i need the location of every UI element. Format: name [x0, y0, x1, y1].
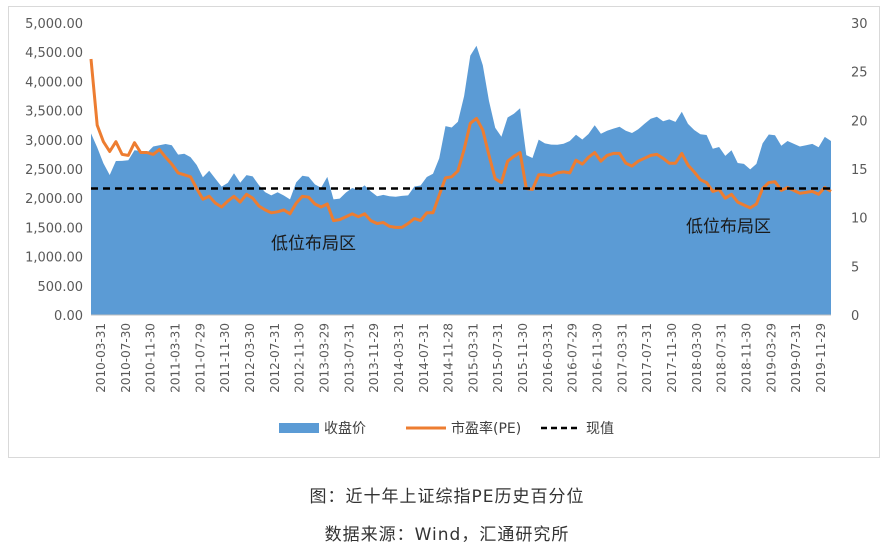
- x-tick-label: 2019-07-31: [789, 323, 803, 393]
- right-tick-label: 25: [851, 66, 868, 81]
- x-tick-label: 2014-03-31: [392, 323, 406, 393]
- chart-frame: 0.00 500.00 1,000.00 1,500.00 2,000.00 2,500.…: [8, 6, 880, 458]
- legend-label-pe: 市盈率(PE): [451, 420, 521, 437]
- x-tick-label: 2013-07-31: [342, 323, 356, 393]
- x-tick-label: 2018-03-30: [690, 323, 704, 393]
- x-tick-label: 2011-07-29: [193, 323, 207, 393]
- x-tick-label: 2018-07-31: [715, 323, 729, 393]
- right-tick-label: 0: [851, 309, 859, 324]
- series-pe-line: [89, 58, 832, 229]
- legend-label-close-price: 收盘价: [324, 420, 366, 437]
- left-tick-label: 5,000.00: [25, 17, 83, 32]
- right-tick-label: 30: [851, 17, 868, 32]
- x-tick-label: 2016-03-31: [541, 323, 555, 393]
- x-tick-label: 2010-03-31: [94, 323, 108, 393]
- x-tick-label: 2016-11-30: [591, 323, 605, 393]
- right-tick-label: 5: [851, 260, 859, 275]
- x-tick-label: 2012-03-30: [243, 323, 257, 393]
- right-tick-label: 20: [851, 114, 868, 129]
- legend-label-current: 现值: [586, 421, 614, 437]
- annotation-low-zone-left: 低位布局区: [271, 234, 356, 254]
- x-tick-label: 2017-11-30: [665, 323, 679, 393]
- x-tick-label: 2019-03-29: [764, 323, 778, 393]
- x-tick-label: 2012-07-31: [268, 323, 282, 393]
- x-tick-label: 2010-11-30: [144, 323, 158, 393]
- left-tick-label: 4,000.00: [25, 75, 83, 90]
- x-tick-label: 2019-11-29: [814, 323, 828, 393]
- x-tick-label: 2016-07-29: [566, 323, 580, 393]
- left-tick-label: 2,000.00: [25, 192, 83, 207]
- right-tick-label: 15: [851, 163, 868, 178]
- left-tick-label: 4,500.00: [25, 46, 83, 61]
- x-tick-label: 2015-07-31: [491, 323, 505, 393]
- x-tick-label: 2010-07-30: [119, 323, 133, 393]
- figure-caption: 图：近十年上证综指PE历史百分位: [309, 487, 585, 507]
- left-tick-label: 1,000.00: [25, 251, 83, 266]
- left-tick-label: 2,500.00: [25, 163, 83, 178]
- x-tick-label: 2013-03-29: [317, 323, 331, 393]
- x-tick-label: 2015-11-30: [516, 323, 530, 393]
- chart-svg: 0.00 500.00 1,000.00 1,500.00 2,000.00 2,500.…: [25, 17, 868, 437]
- x-tick-label: 2018-11-30: [740, 323, 754, 393]
- left-tick-label: 3,500.00: [25, 105, 83, 120]
- x-tick-label: 2014-07-31: [417, 323, 431, 393]
- x-tick-label: 2017-03-31: [615, 323, 629, 393]
- x-tick-label: 2012-11-30: [293, 323, 307, 393]
- x-tick-label: 2015-03-31: [466, 323, 480, 393]
- left-tick-label: 500.00: [38, 280, 84, 295]
- x-tick-label: 2017-07-31: [640, 323, 654, 393]
- x-tick-label: 2014-11-28: [442, 323, 456, 393]
- series-close-price-area: [91, 45, 831, 315]
- plot-area: [89, 45, 832, 316]
- x-axis-ticks: 2010-03-31 2010-07-30 2010-11-30 2011-03-31…: [94, 323, 828, 393]
- legend: 收盘价 市盈率(PE) 现值: [279, 420, 614, 437]
- left-tick-label: 3,000.00: [25, 134, 83, 149]
- right-axis-ticks: 0 5 10 15 20 25 30: [851, 17, 868, 324]
- data-source-caption: 数据来源：Wind，汇通研究所: [324, 525, 570, 545]
- x-tick-label: 2011-03-31: [169, 323, 183, 393]
- left-tick-label: 1,500.00: [25, 221, 83, 236]
- annotation-low-zone-right: 低位布局区: [686, 217, 771, 237]
- x-tick-label: 2011-11-30: [218, 323, 232, 393]
- legend-swatch-close-price: [279, 423, 319, 433]
- x-tick-label: 2013-11-29: [367, 323, 381, 393]
- left-axis-ticks: 0.00 500.00 1,000.00 1,500.00 2,000.00 2,500.…: [25, 17, 83, 324]
- left-tick-label: 0.00: [54, 309, 83, 324]
- right-tick-label: 10: [851, 212, 868, 227]
